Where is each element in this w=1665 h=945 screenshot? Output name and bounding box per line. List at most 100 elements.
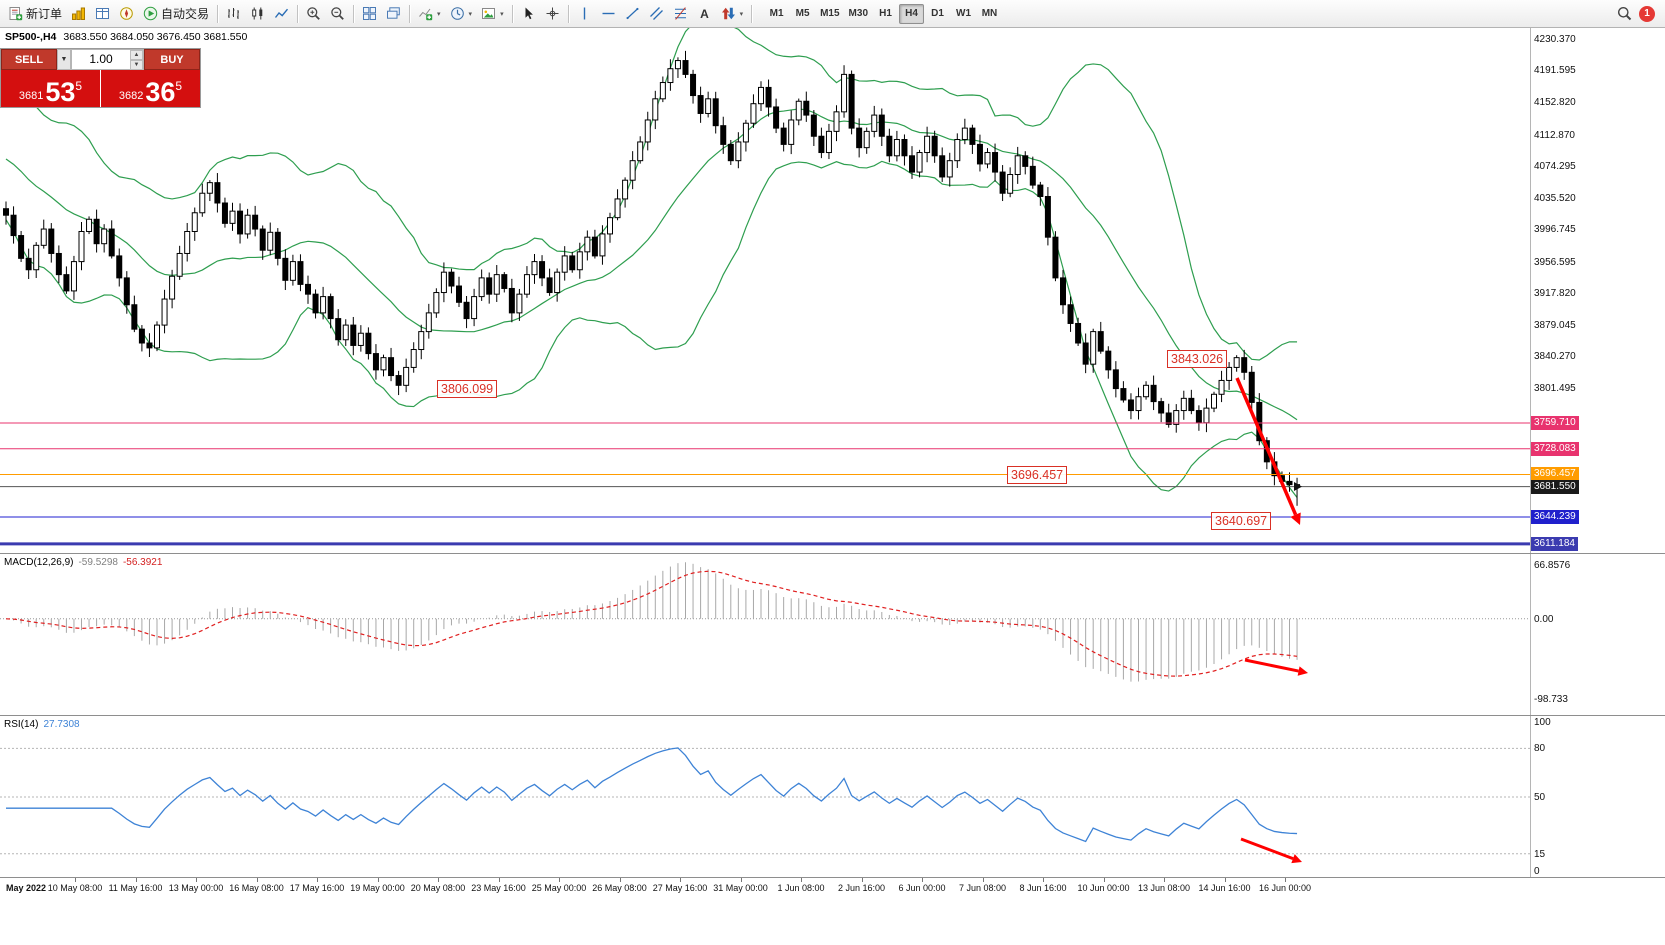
new-order-button[interactable]: 新订单	[4, 3, 66, 25]
timeframe-m15[interactable]: M15	[820, 8, 840, 19]
time-tick	[256, 878, 258, 882]
data-window-button[interactable]	[91, 3, 114, 25]
cursor-tool-button[interactable]	[517, 3, 540, 25]
timeframe-h4[interactable]: H4	[899, 3, 924, 24]
rsi-canvas[interactable]	[0, 716, 1665, 878]
bar-chart-mode-button[interactable]	[222, 3, 245, 25]
timeframe-w1[interactable]: W1	[956, 8, 971, 19]
trendline-tool-button[interactable]	[621, 3, 644, 25]
navigator-button[interactable]	[115, 3, 138, 25]
chevron-down-icon: ▾	[437, 10, 441, 18]
volume-input[interactable]: 1.00 ▲ ▼	[71, 49, 144, 70]
trade-widget-top-row: SELL ▼ 1.00 ▲ ▼ BUY	[1, 49, 200, 70]
price-annotation[interactable]: 3696.457	[1007, 466, 1068, 484]
time-axis-label: 11 May 16:00	[108, 883, 163, 893]
price-tag: 3728.083	[1531, 441, 1579, 456]
time-axis-label: 8 Jun 16:00	[1019, 883, 1067, 893]
candle-chart-icon	[250, 6, 265, 21]
buy-price-button[interactable]: 3682 36 5	[101, 70, 200, 107]
periods-button[interactable]: ▾	[446, 3, 477, 25]
tile-windows-icon	[362, 6, 377, 21]
trade-widget-dropdown[interactable]: ▼	[57, 49, 71, 70]
fibonacci-tool-button[interactable]	[669, 3, 692, 25]
price-axis-label: 3879.045	[1534, 319, 1576, 331]
time-tick	[619, 878, 621, 882]
autotrading-label: 自动交易	[161, 7, 210, 21]
crosshair-icon	[545, 6, 560, 21]
time-axis-label: 10 May 08:00	[47, 883, 103, 893]
time-tick	[196, 878, 197, 882]
time-tick	[317, 878, 318, 882]
rsi-value: 27.7308	[43, 719, 80, 730]
time-axis-label: 16 May 08:00	[229, 883, 284, 893]
market-watch-button[interactable]	[67, 3, 90, 25]
text-tool-button[interactable]: A	[693, 3, 716, 25]
arrows-tool-button[interactable]: ▾	[717, 3, 748, 25]
zoom-out-icon	[330, 6, 345, 21]
time-tick	[377, 878, 379, 882]
bollinger-upper-band	[5, 28, 1298, 361]
macd-panel: MACD(12,26,9) -59.5298 -56.3921 66.8576 0.0…	[0, 553, 1665, 715]
horizontal-line-tool-button[interactable]	[597, 3, 620, 25]
trend-arrow[interactable]	[1240, 837, 1302, 864]
chart-ohlc-info: SP500-,H4 3683.550 3684.050 3676.450 3681…	[5, 31, 247, 43]
time-axis-label: 10 Jun 00:00	[1077, 883, 1130, 893]
toolbar-separator	[409, 4, 411, 23]
autotrading-button[interactable]: 自动交易	[139, 3, 213, 25]
time-tick	[1224, 878, 1226, 882]
cascade-windows-icon	[386, 6, 401, 21]
data-window-icon	[95, 6, 110, 21]
main-chart-canvas[interactable]	[0, 28, 1665, 553]
sell-price-sup: 5	[75, 79, 83, 93]
rsi-label: RSI(14) 27.7308	[4, 719, 85, 730]
buy-button[interactable]: BUY	[144, 49, 200, 70]
trend-arrow[interactable]	[1244, 658, 1308, 676]
time-axis[interactable]: May 2022 10 May 08:00 11 May 16:00 13 May …	[0, 877, 1665, 897]
time-axis-label: 31 May 00:00	[713, 883, 768, 893]
price-axis-label: 3840.270	[1534, 351, 1576, 363]
line-chart-mode-button[interactable]	[270, 3, 293, 25]
timeframe-mn[interactable]: MN	[981, 8, 998, 19]
time-axis-label: 20 May 08:00	[410, 883, 466, 893]
macd-axis-label: -98.733	[1534, 693, 1568, 705]
navigator-icon	[119, 6, 134, 21]
channel-tool-button[interactable]	[645, 3, 668, 25]
time-tick	[680, 878, 681, 882]
timeframe-d1[interactable]: D1	[931, 8, 944, 19]
volume-down-button[interactable]: ▼	[130, 60, 143, 70]
time-axis-month-label: May 2022	[6, 883, 47, 893]
price-tag: 3644.239	[1531, 509, 1579, 524]
zoom-in-button[interactable]	[302, 3, 325, 25]
trendline-icon	[625, 6, 640, 21]
price-annotation[interactable]: 3640.697	[1211, 512, 1272, 530]
volume-up-button[interactable]: ▲	[130, 50, 143, 60]
one-click-trading-widget: SELL ▼ 1.00 ▲ ▼ BUY 3681 53 5 3682 36 5	[0, 48, 201, 108]
ohlc-values: 3683.550 3684.050 3676.450 3681.550	[63, 31, 248, 43]
add-indicator-button[interactable]: ▾	[414, 3, 445, 25]
crosshair-tool-button[interactable]	[541, 3, 564, 25]
time-axis-label: 13 May 00:00	[168, 883, 224, 893]
trend-arrow[interactable]	[1235, 377, 1301, 525]
timeframe-m1[interactable]: M1	[769, 8, 784, 19]
time-tick	[1043, 878, 1044, 882]
tile-windows-button[interactable]	[358, 3, 381, 25]
candle-chart-mode-button[interactable]	[246, 3, 269, 25]
templates-button[interactable]: ▾	[477, 3, 508, 25]
sell-button[interactable]: SELL	[1, 49, 57, 70]
chevron-down-icon: ▾	[739, 10, 744, 18]
cascade-windows-button[interactable]	[382, 3, 405, 25]
zoom-out-button[interactable]	[326, 3, 349, 25]
price-annotation[interactable]: 3843.026	[1167, 350, 1228, 368]
timeframe-m5[interactable]: M5	[795, 8, 810, 19]
price-annotation[interactable]: 3806.099	[437, 380, 498, 398]
vertical-line-tool-button[interactable]	[573, 3, 596, 25]
timeframe-m30[interactable]: M30	[848, 8, 868, 19]
timeframe-h1[interactable]: H1	[879, 8, 892, 19]
search-button[interactable]	[1613, 3, 1636, 25]
sell-price-button[interactable]: 3681 53 5	[1, 70, 100, 107]
notification-badge[interactable]: 1	[1639, 5, 1655, 22]
new-order-icon	[8, 6, 23, 21]
rsi-axis-label: 80	[1534, 743, 1546, 755]
macd-canvas[interactable]	[0, 554, 1665, 716]
